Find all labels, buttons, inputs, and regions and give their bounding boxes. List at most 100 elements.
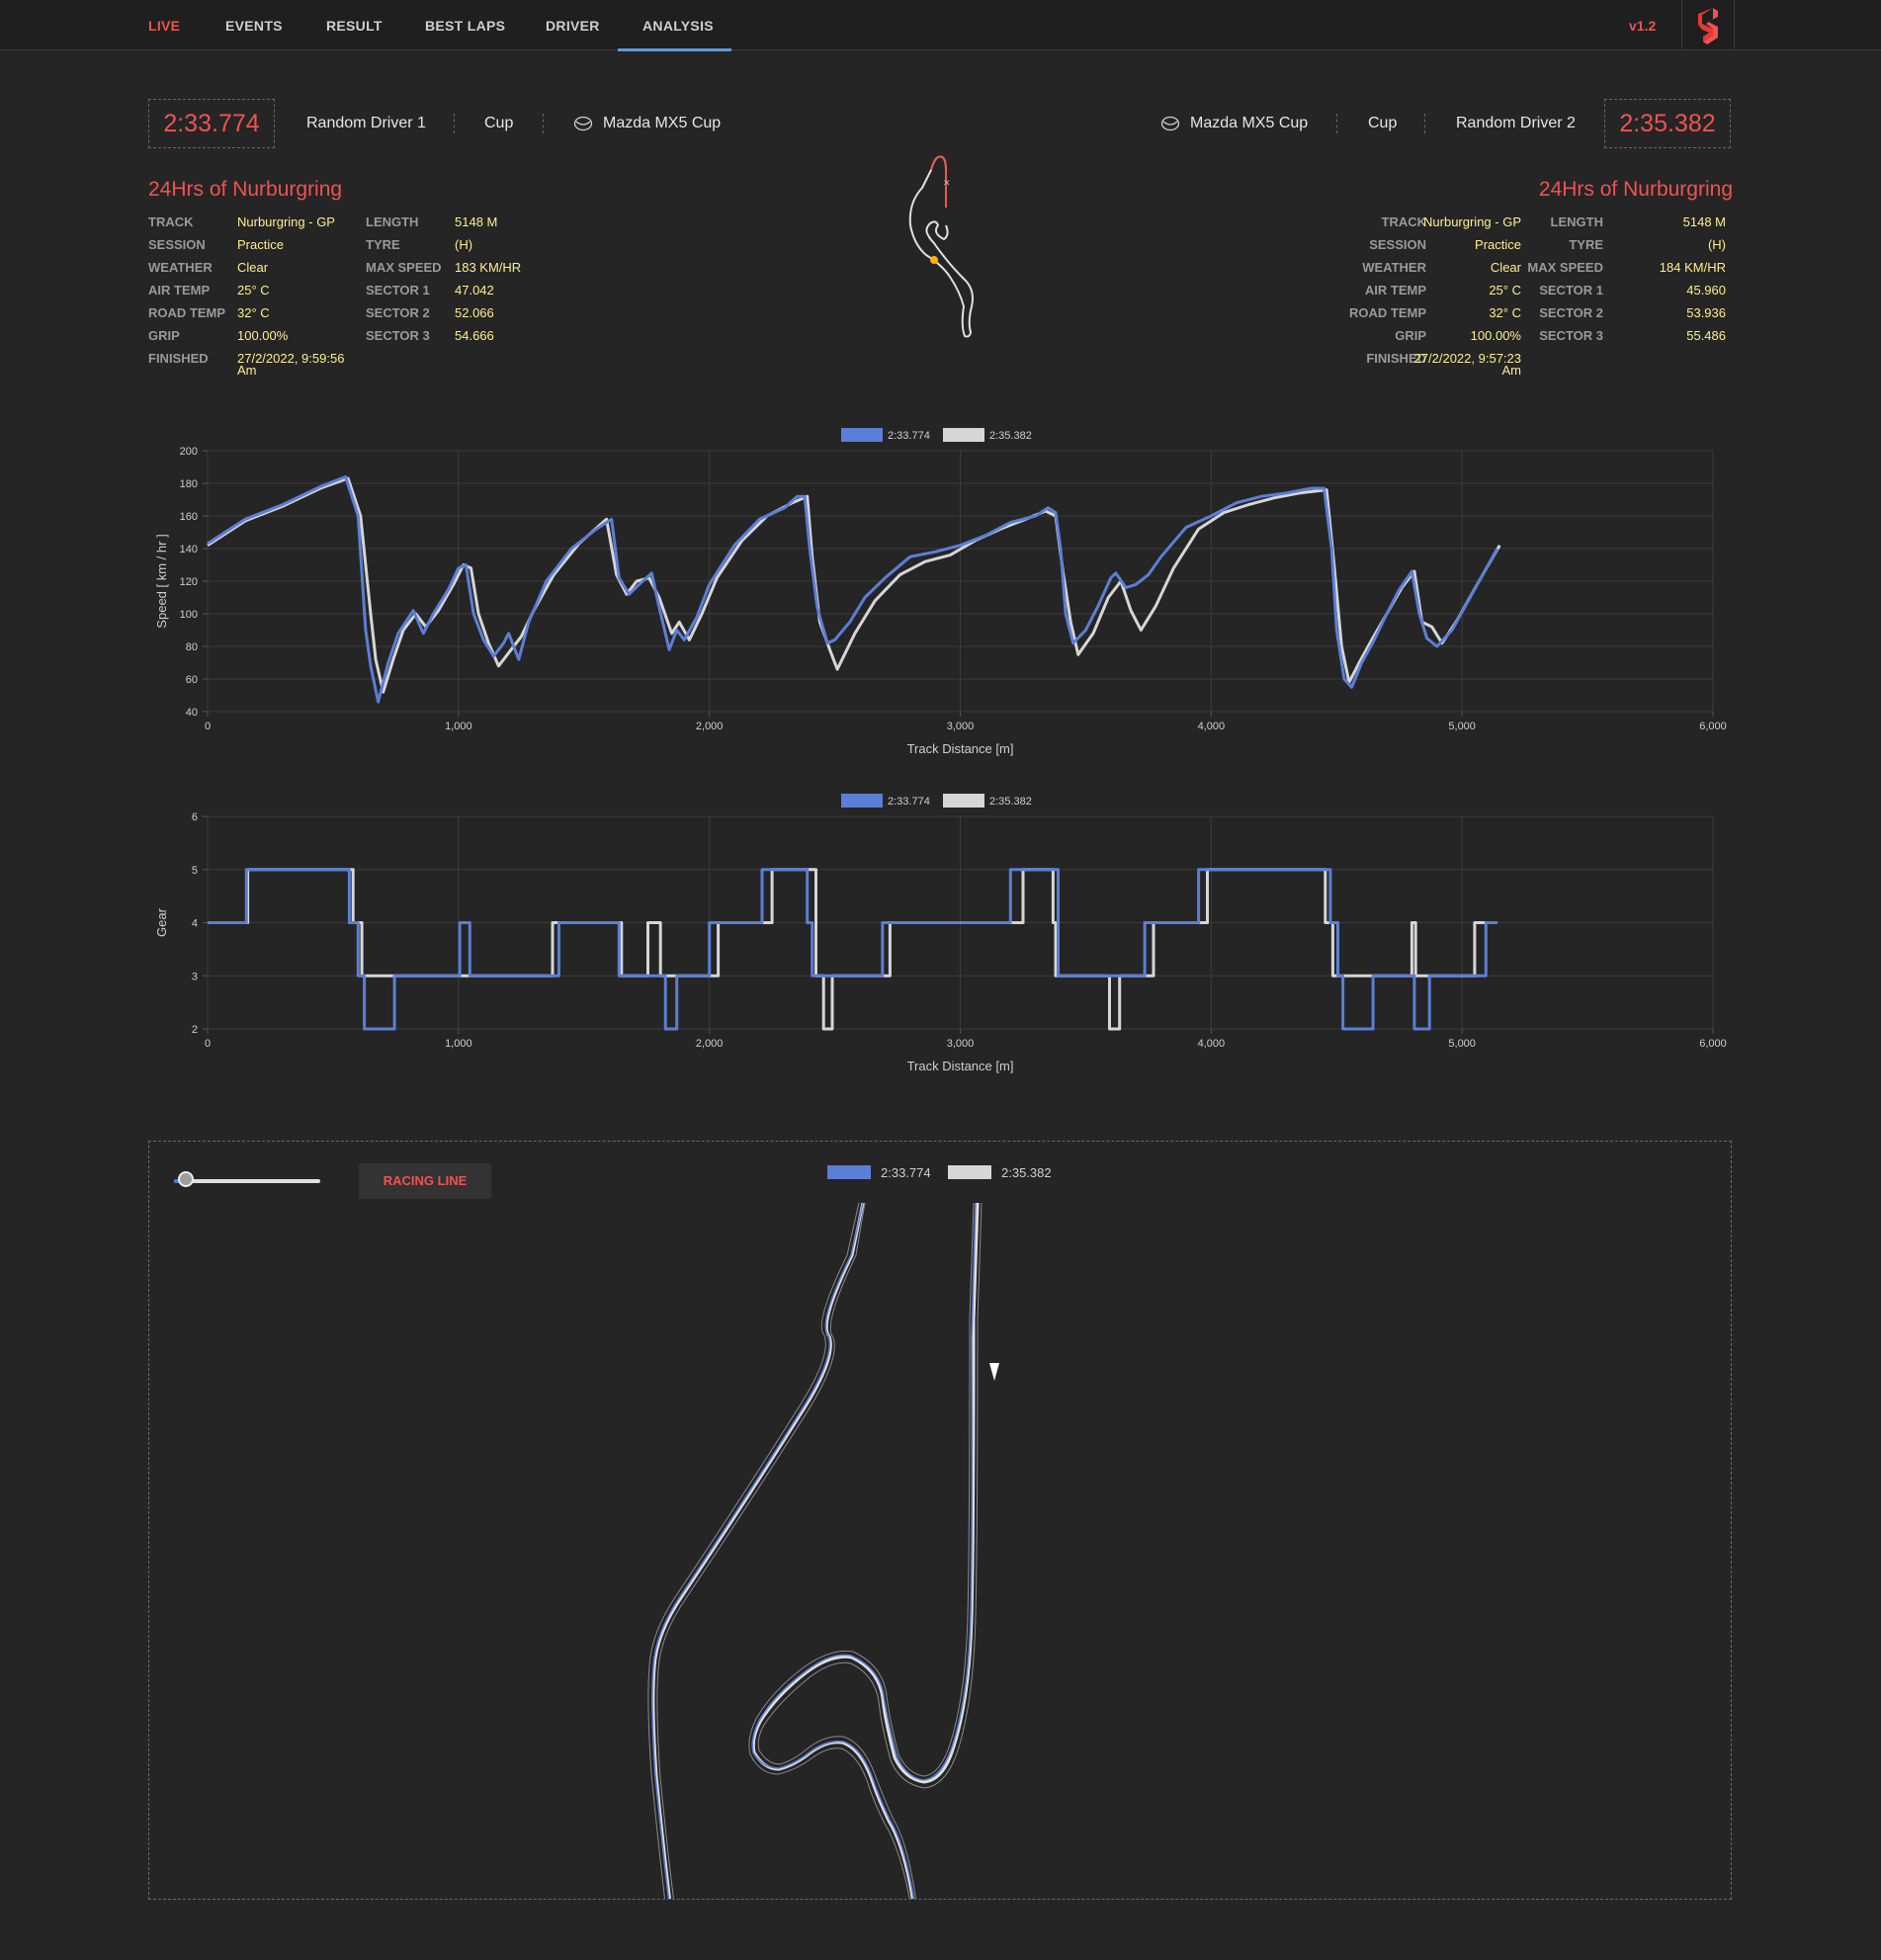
info-value: 100.00% [1470,328,1521,343]
info-label: ROAD TEMP [1349,305,1426,320]
y-tick-label: 4 [192,918,198,930]
y-tick-label: 40 [186,707,198,719]
racing-line-lap2-a [651,1202,865,1899]
racing-line-lap1-a [651,1202,864,1899]
info-value: 52.066 [455,305,494,320]
info-label: TRACK [1381,214,1427,229]
x-tick-label: 5,000 [1448,1038,1476,1050]
info-label: AIR TEMP [1364,283,1426,298]
y-tick-label: 60 [186,674,198,686]
legend-swatch [841,428,883,442]
active-tab-indicator [618,48,731,51]
series-line-1 [208,868,1497,1031]
driver-name-right: Random Driver 2 [1456,115,1576,131]
x-tick-label: 0 [205,1038,211,1050]
info-value-cont: Am [1501,363,1522,378]
info-label: SECTOR 2 [1539,305,1603,320]
racing-line-map: 2:33.774 2:35.382 [647,1165,1052,1899]
info-label: MAX SPEED [1527,260,1603,275]
y-axis-label: Speed [ km / hr ] [154,534,169,628]
x-tick-label: 6,000 [1699,721,1727,732]
divider [454,114,455,133]
legend-swatch-lap2 [948,1165,991,1179]
info-label: TRACK [148,214,194,229]
info-value: Clear [1490,260,1521,275]
x-axis-label: Track Distance [m] [907,741,1014,756]
x-tick-label: 4,000 [1198,1038,1226,1050]
x-tick-label: 3,000 [947,721,975,732]
nav-result[interactable]: RESULT [326,18,383,34]
info-value: 27/2/2022, 9:59:56 [237,351,345,366]
info-value: Nurburgring - GP [237,214,335,229]
info-value: 45.960 [1686,283,1726,298]
mazda-logo-icon [1160,116,1180,131]
info-value: 5148 M [455,214,498,229]
y-tick-label: 120 [180,576,198,588]
info-value: 54.666 [455,328,494,343]
x-tick-label: 5,000 [1448,721,1476,732]
info-value: Clear [237,260,269,275]
info-label: WEATHER [148,260,213,275]
info-value: 53.936 [1686,305,1726,320]
track-edges [647,1202,983,1899]
info-label: FINISHED [148,351,209,366]
car-class-left: Cup [484,115,514,131]
info-label: LENGTH [1550,214,1603,229]
version-label: v1.2 [1629,18,1657,34]
info-value: (H) [455,237,473,252]
y-tick-label: 3 [192,971,198,982]
info-label: LENGTH [366,214,419,229]
y-tick-label: 140 [180,544,198,555]
info-label: GRIP [1395,328,1426,343]
lap-time-right: 2:35.382 [1604,99,1731,148]
info-label: MAX SPEED [366,260,442,275]
legend-swatch-lap1 [827,1165,871,1179]
info-value: Practice [1475,237,1521,252]
info-value: 184 KM/HR [1659,260,1726,275]
legend-label: 2:33.774 [888,796,930,808]
info-value: 32° C [237,305,270,320]
mini-track-map: ✕ [908,155,974,338]
info-value: 100.00% [237,328,289,343]
x-tick-label: 2,000 [696,1038,724,1050]
nav-driver[interactable]: DRIVER [546,18,600,34]
driver-name-left: Random Driver 1 [306,115,426,131]
session-info-left: TRACK SESSION WEATHER AIR TEMP ROAD TEMP GRIP… [148,211,544,388]
info-value: Practice [237,237,284,252]
nav-analysis[interactable]: ANALYSIS [642,18,714,34]
racing-line-lap1-b [751,1202,977,1899]
event-title-left: 24Hrs of Nurburgring [148,178,343,201]
info-label: SECTOR 2 [366,305,430,320]
info-label: FINISHED [1366,351,1426,366]
info-label: SECTOR 1 [1539,283,1603,298]
nav-best-laps[interactable]: BEST LAPS [425,18,506,34]
info-label: AIR TEMP [148,283,211,298]
car-class-right: Cup [1368,115,1398,131]
legend-label: 2:35.382 [989,796,1032,808]
y-tick-label: 6 [192,811,198,823]
series-line-2 [207,476,1501,694]
racing-line-button[interactable]: RACING LINE [359,1163,491,1199]
logo-container[interactable] [1681,0,1735,49]
info-label: GRIP [148,328,180,343]
nav-live[interactable]: LIVE [148,18,181,34]
session-info-right: TRACK SESSION WEATHER AIR TEMP ROAD TEMP GRIP… [1275,211,1730,388]
y-tick-label: 200 [180,446,198,458]
info-value: 27/2/2022, 9:57:23 [1413,351,1521,366]
legend-swatch [943,794,984,808]
info-value: (H) [1707,237,1726,252]
legend-label-lap2: 2:35.382 [1001,1165,1052,1180]
series-line-2 [208,868,1497,1031]
y-axis-label: Gear [154,907,169,937]
car-position-marker [989,1363,999,1381]
nav-events[interactable]: EVENTS [225,18,283,34]
info-label: SECTOR 3 [1539,328,1603,343]
slider-handle[interactable] [177,1171,194,1187]
divider [543,114,544,133]
info-value: 47.042 [455,283,494,298]
x-tick-label: 1,000 [445,1038,472,1050]
info-value: 55.486 [1686,328,1726,343]
y-tick-label: 160 [180,511,198,523]
y-tick-label: 80 [186,641,198,653]
s-logo-icon [1698,8,1718,44]
